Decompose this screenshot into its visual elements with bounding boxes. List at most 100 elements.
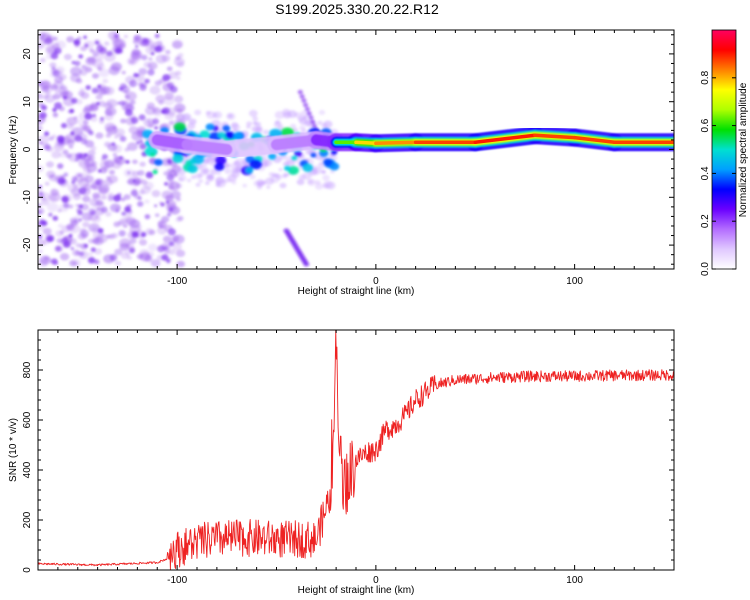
speckle [150, 259, 161, 268]
speckle [119, 135, 127, 142]
ridge-blob [189, 158, 197, 165]
speckle [79, 218, 82, 222]
speckle [138, 114, 146, 121]
ridge-blob [329, 162, 340, 171]
speckle [121, 70, 126, 75]
speckle [150, 52, 155, 56]
speckle [71, 127, 84, 137]
speckle [78, 54, 84, 59]
speckle [233, 128, 238, 133]
speckle [48, 47, 55, 53]
speckle [139, 249, 150, 258]
speckle [41, 220, 48, 226]
speckle [278, 168, 283, 172]
speckle [296, 179, 305, 186]
speckle [177, 215, 184, 221]
speckle [165, 49, 171, 55]
speckle [187, 122, 196, 130]
speckle [72, 249, 81, 257]
speckle [120, 252, 130, 259]
ridge-blob [152, 169, 158, 175]
speckle [92, 54, 97, 59]
speckle [48, 195, 57, 203]
speckle [149, 65, 154, 69]
speckle [100, 194, 108, 200]
colorbar-tick-label: 0.4 [700, 166, 711, 180]
y-tick-label: 0 [22, 567, 33, 573]
speckle [115, 209, 120, 213]
speckle [74, 60, 81, 67]
speckle [38, 135, 50, 145]
speckle [114, 128, 126, 137]
speckle [155, 94, 166, 103]
speckle [199, 168, 209, 176]
speckle [109, 254, 118, 261]
ridge-blob [154, 158, 163, 166]
ridge-blob [302, 163, 313, 172]
speckle [229, 163, 238, 169]
snr-panel: -100 0 100 0 200 400 600 800 Height of straight… [8, 329, 675, 596]
speckle [146, 119, 152, 124]
speckle [90, 210, 96, 216]
ridge-blob [173, 122, 186, 132]
speckle [69, 217, 77, 224]
speckle [91, 87, 99, 94]
speckle [129, 248, 136, 254]
speckle [48, 212, 53, 217]
speckle [87, 149, 96, 156]
speckle [96, 45, 104, 53]
speckle [168, 207, 174, 212]
speckle [80, 124, 89, 131]
speckle [290, 123, 297, 129]
speckle [51, 150, 61, 159]
speckle [170, 190, 181, 199]
speckle [251, 125, 259, 132]
speckle [63, 241, 71, 248]
speckle [125, 160, 130, 164]
speckle [120, 118, 127, 124]
speckle [156, 226, 168, 235]
speckle [117, 101, 121, 105]
speckle [176, 260, 185, 268]
speckle [166, 212, 172, 217]
speckle [52, 107, 57, 112]
speckle [38, 249, 44, 254]
speckle [102, 166, 110, 172]
speckle [279, 182, 287, 189]
speckle [57, 209, 62, 213]
speckle [78, 158, 90, 169]
ridge-blob [149, 152, 156, 157]
speckle [76, 119, 82, 124]
speckle [71, 180, 76, 184]
speckle [318, 110, 326, 115]
speckle [205, 110, 211, 115]
spectrogram-xlabel: Height of straight line (km) [298, 286, 415, 297]
x-tick-label: 100 [566, 575, 583, 586]
speckle [299, 117, 308, 125]
speckle [103, 86, 115, 96]
speckle [154, 45, 163, 53]
speckle [82, 120, 89, 125]
speckle [174, 95, 184, 103]
speckle [126, 178, 135, 185]
speckle [97, 228, 104, 234]
speckle [178, 174, 187, 182]
speckle [274, 120, 281, 125]
speckle [104, 122, 117, 132]
speckle [136, 73, 140, 77]
colorbar-ramp [711, 29, 737, 270]
speckle [70, 258, 81, 268]
speckle [140, 185, 151, 195]
speckle [148, 57, 153, 61]
speckle [63, 96, 67, 100]
speckle [90, 103, 99, 111]
speckle [144, 78, 150, 84]
speckle [162, 235, 172, 243]
speckle [310, 119, 316, 125]
speckle [49, 62, 57, 68]
speckle [256, 179, 265, 186]
x-tick-label: 0 [373, 276, 379, 287]
speckle [176, 108, 183, 113]
speckle [286, 160, 296, 168]
